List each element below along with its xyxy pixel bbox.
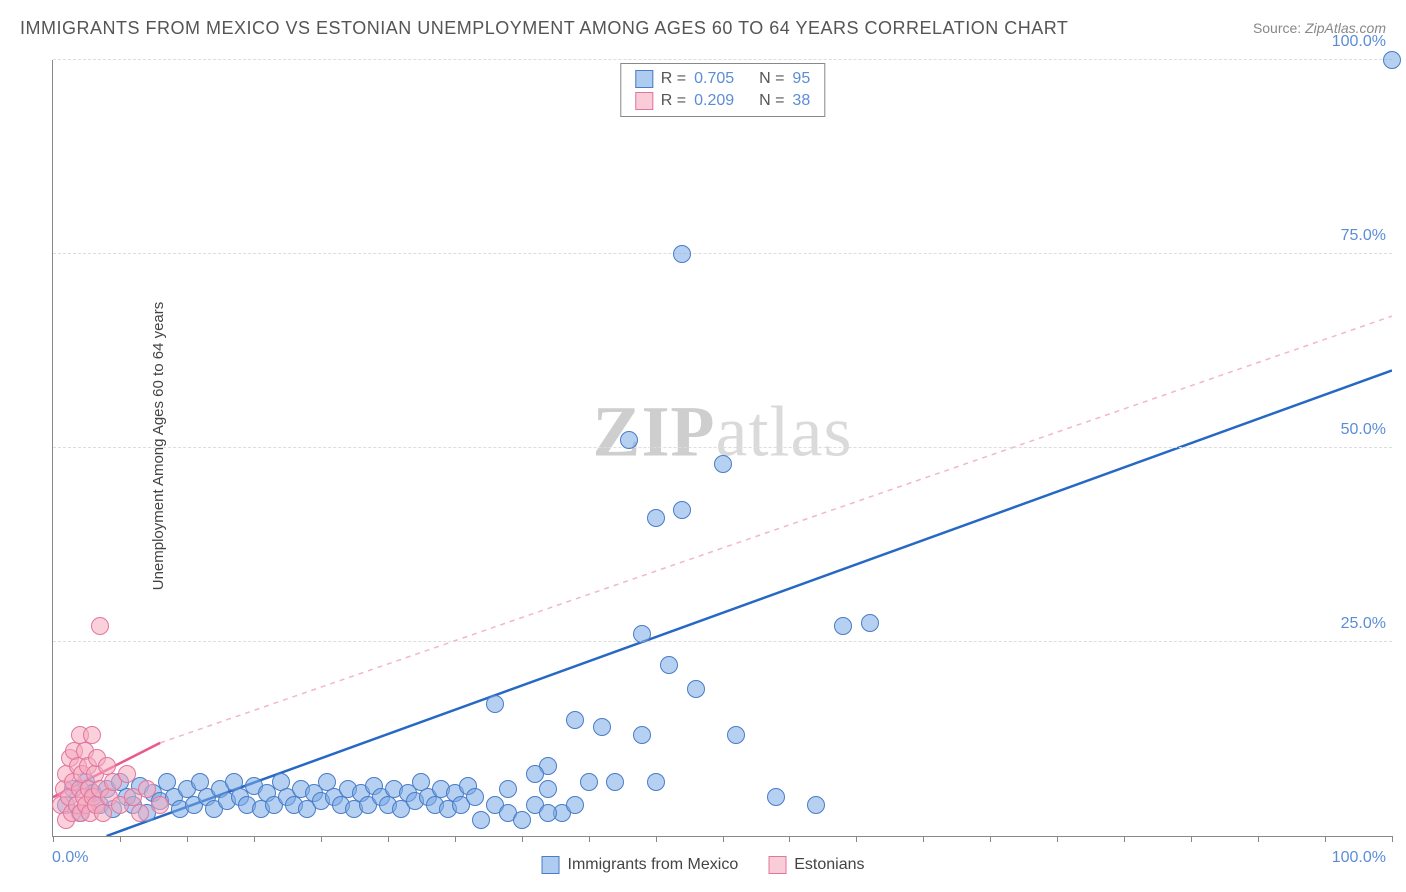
x-tick: [254, 836, 255, 842]
plot-area: ZIPatlas R = 0.705 N = 95 R = 0.209 N = …: [52, 60, 1392, 837]
x-tick: [1057, 836, 1058, 842]
y-tick-label: 25.0%: [1341, 615, 1386, 633]
data-point: [131, 804, 149, 822]
swatch-pink-icon: [635, 92, 653, 110]
data-point: [633, 625, 651, 643]
data-point: [486, 695, 504, 713]
data-point: [151, 796, 169, 814]
legend-item-mexico: Immigrants from Mexico: [542, 856, 739, 874]
data-point: [647, 509, 665, 527]
data-point: [727, 726, 745, 744]
data-point: [714, 455, 732, 473]
r-value-pink: 0.209: [694, 90, 734, 112]
legend-label-estonians: Estonians: [794, 856, 864, 874]
data-point: [83, 726, 101, 744]
data-point: [647, 773, 665, 791]
r-label: R =: [661, 68, 686, 90]
trendlines-svg: [53, 60, 1392, 836]
data-point: [660, 656, 678, 674]
data-point: [138, 780, 156, 798]
source-label: Source:: [1253, 20, 1301, 36]
data-point: [499, 780, 517, 798]
n-value-blue: 95: [792, 68, 810, 90]
legend-item-estonians: Estonians: [768, 856, 864, 874]
gridline: [53, 447, 1392, 448]
x-tick: [321, 836, 322, 842]
watermark-atlas: atlas: [716, 392, 853, 472]
data-point: [606, 773, 624, 791]
gridline: [53, 59, 1392, 60]
x-tick: [388, 836, 389, 842]
data-point: [861, 614, 879, 632]
x-tick: [856, 836, 857, 842]
stats-row-blue: R = 0.705 N = 95: [635, 68, 810, 90]
gridline: [53, 253, 1392, 254]
data-point: [466, 788, 484, 806]
x-tick: [455, 836, 456, 842]
x-tick: [923, 836, 924, 842]
stats-row-pink: R = 0.209 N = 38: [635, 90, 810, 112]
watermark-zip: ZIP: [593, 392, 716, 472]
data-point: [673, 501, 691, 519]
swatch-pink-icon: [768, 856, 786, 874]
x-tick: [1325, 836, 1326, 842]
n-value-pink: 38: [792, 90, 810, 112]
data-point: [118, 765, 136, 783]
data-point: [94, 804, 112, 822]
chart-title: IMMIGRANTS FROM MEXICO VS ESTONIAN UNEMP…: [20, 18, 1068, 39]
swatch-blue-icon: [542, 856, 560, 874]
stats-legend: R = 0.705 N = 95 R = 0.209 N = 38: [620, 63, 825, 117]
data-point: [566, 711, 584, 729]
x-tick: [120, 836, 121, 842]
data-point: [91, 617, 109, 635]
x-tick: [990, 836, 991, 842]
data-point: [580, 773, 598, 791]
x-tick: [1124, 836, 1125, 842]
x-tick: [1191, 836, 1192, 842]
data-point: [539, 780, 557, 798]
y-tick-label: 75.0%: [1341, 227, 1386, 245]
gridline: [53, 641, 1392, 642]
data-point: [593, 718, 611, 736]
x-tick: [723, 836, 724, 842]
x-tick: [1258, 836, 1259, 842]
data-point: [767, 788, 785, 806]
n-label: N =: [759, 90, 784, 112]
data-point: [633, 726, 651, 744]
r-label: R =: [661, 90, 686, 112]
r-value-blue: 0.705: [694, 68, 734, 90]
chart-container: ZIPatlas R = 0.705 N = 95 R = 0.209 N = …: [52, 60, 1392, 837]
n-label: N =: [759, 68, 784, 90]
data-point: [834, 617, 852, 635]
data-point: [539, 804, 557, 822]
x-tick: [53, 836, 54, 842]
x-tick-label-max: 100.0%: [1332, 849, 1386, 867]
data-point: [472, 811, 490, 829]
swatch-blue-icon: [635, 70, 653, 88]
bottom-legend: Immigrants from Mexico Estonians: [542, 856, 865, 874]
x-tick: [789, 836, 790, 842]
data-point: [513, 811, 531, 829]
data-point: [526, 765, 544, 783]
x-tick: [1392, 836, 1393, 842]
x-tick-label-min: 0.0%: [52, 849, 88, 867]
legend-label-mexico: Immigrants from Mexico: [568, 856, 739, 874]
y-tick-label: 100.0%: [1332, 33, 1386, 51]
data-point: [807, 796, 825, 814]
data-point: [566, 796, 584, 814]
x-tick: [187, 836, 188, 842]
y-tick-label: 50.0%: [1341, 421, 1386, 439]
x-tick: [589, 836, 590, 842]
data-point: [1383, 51, 1401, 69]
data-point: [673, 245, 691, 263]
data-point: [687, 680, 705, 698]
x-tick: [656, 836, 657, 842]
data-point: [620, 431, 638, 449]
x-tick: [522, 836, 523, 842]
